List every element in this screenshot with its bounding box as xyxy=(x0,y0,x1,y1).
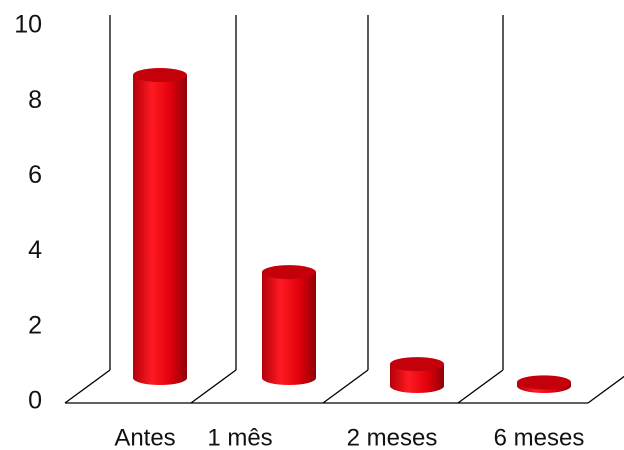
floor-edge-line xyxy=(190,369,237,404)
chart-frame xyxy=(64,15,624,404)
bar-2 xyxy=(262,265,316,385)
bar-body xyxy=(133,75,187,386)
x-category-label: 6 meses xyxy=(494,424,585,450)
y-axis-ticks: 0 2 4 6 8 10 xyxy=(14,11,42,415)
floor-edge-line xyxy=(457,369,504,404)
y-tick-label: 4 xyxy=(28,236,42,264)
x-category-label: Antes xyxy=(114,424,175,450)
y-tick-label: 6 xyxy=(28,161,42,189)
floor-edge-line xyxy=(64,369,111,404)
y-tick-label: 2 xyxy=(28,311,42,339)
bar-body xyxy=(262,272,316,385)
bar-body xyxy=(390,364,444,393)
x-axis-labels: Antes 1 mês 2 meses 6 meses xyxy=(114,424,584,450)
y-tick-label: 10 xyxy=(14,11,42,39)
bar-1 xyxy=(133,68,187,386)
floor-edge-line xyxy=(587,375,624,404)
x-category-label: 2 meses xyxy=(347,424,438,450)
bar-top xyxy=(517,375,571,390)
bars xyxy=(133,68,571,393)
bar-top xyxy=(390,357,444,372)
floor-edge-line xyxy=(322,369,369,404)
bar-top xyxy=(133,68,187,83)
bar-3 xyxy=(390,357,444,393)
y-tick-label: 8 xyxy=(28,86,42,114)
bar-top xyxy=(262,265,316,280)
y-tick-label: 0 xyxy=(28,387,42,415)
x-category-label: 1 mês xyxy=(207,424,272,450)
bar-4 xyxy=(517,375,571,393)
